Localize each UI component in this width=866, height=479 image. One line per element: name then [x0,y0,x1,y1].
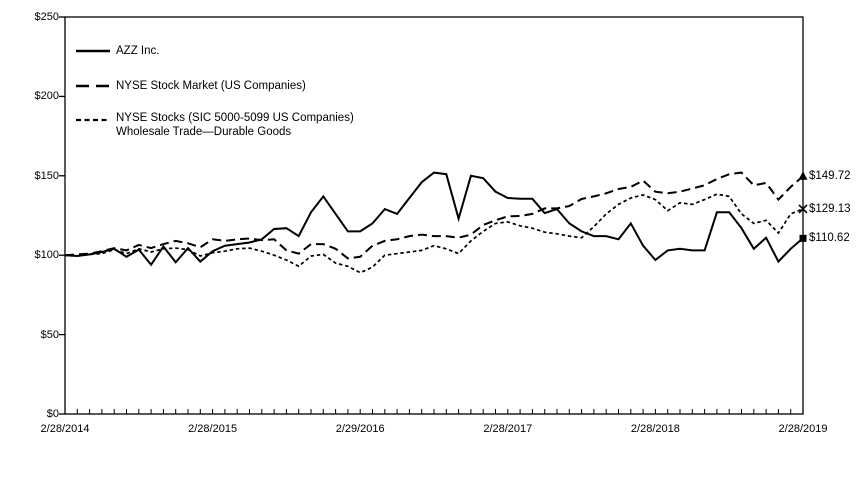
legend-item-nyse: NYSE Stock Market (US Companies) [76,79,306,93]
legend-label-nyse: NYSE Stock Market (US Companies) [116,80,306,92]
legend-label-sic-line1: NYSE Stocks (SIC 5000-5099 US Companies) [116,112,354,124]
series-end-value-label: $110.62 [809,232,850,245]
x-tick-label: 2/28/2018 [630,423,680,435]
x-tick-label: 2/28/2019 [778,423,828,435]
y-tick-label: $200 [34,90,59,103]
y-tick-label: $150 [34,169,59,182]
long-dash-line-sample-icon [76,84,110,88]
short-dash-line-sample-icon [76,118,110,122]
legend-label-sic-line2: Wholesale Trade—Durable Goods [116,126,292,138]
y-tick-label: $50 [40,328,59,341]
legend-label-azz: AZZ Inc. [116,45,160,57]
legend-label-sic: NYSE Stocks (SIC 5000-5099 US Companies)… [116,111,354,139]
legend-item-sic: NYSE Stocks (SIC 5000-5099 US Companies)… [76,111,354,139]
y-tick-label: $0 [46,408,59,420]
x-tick-label: 2/28/2017 [483,423,533,435]
x-tick-label: 2/29/2016 [335,423,385,435]
y-tick-label: $100 [34,249,59,262]
series-end-value-label: $149.72 [809,170,851,183]
x-tick-label: 2/28/2014 [40,423,90,435]
x-tick-label: 2/28/2015 [188,423,238,435]
y-tick-label: $250 [34,11,59,23]
solid-line-sample-icon [76,49,110,53]
legend-item-azz: AZZ Inc. [76,44,159,58]
series-end-value-label: $129.13 [809,202,851,215]
